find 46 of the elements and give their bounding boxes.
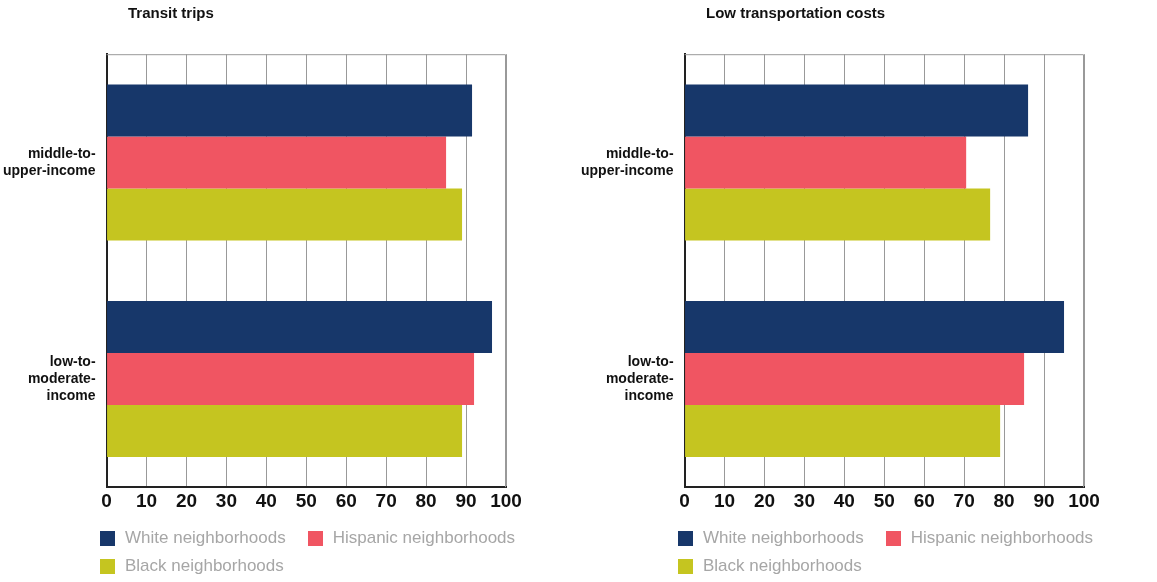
bar (685, 84, 1029, 137)
x-tick-label: 0 (679, 489, 690, 511)
x-tick-label: 90 (455, 489, 477, 511)
bar (685, 352, 1025, 405)
x-tick-label: 30 (215, 489, 237, 511)
x-tick-label: 70 (953, 489, 975, 511)
x-tick-label: 40 (255, 489, 277, 511)
bar (107, 136, 447, 189)
x-tick-label: 40 (833, 489, 855, 511)
x-tick-label: 30 (793, 489, 815, 511)
x-tick-label: 10 (713, 489, 736, 511)
x-tick-label: 60 (913, 489, 935, 511)
y-tick-label: middle-to-upper-income (2, 144, 96, 178)
bar (685, 136, 967, 189)
bar (685, 404, 1001, 457)
x-tick-label: 70 (375, 489, 397, 511)
x-tick-label: 50 (873, 489, 895, 511)
x-tick-label: 0 (101, 489, 112, 511)
legend-label: Black neighborhoods (703, 556, 862, 576)
y-tick-label: low-to-moderate-income (27, 353, 96, 403)
x-tick-label: 100 (490, 489, 522, 511)
y-tick-label: low-to-moderate-income (605, 353, 674, 403)
x-tick-label: 90 (1033, 489, 1055, 511)
legend-label: Hispanic neighborhoods (332, 528, 516, 548)
bar (685, 301, 1065, 353)
bar (107, 352, 475, 405)
x-tick-label: 20 (753, 489, 776, 511)
legend-label: Hispanic neighborhoods (910, 528, 1094, 548)
bar (107, 404, 463, 457)
x-tick-label: 100 (1068, 489, 1100, 511)
chart-title: Low transportation costs (706, 4, 886, 21)
x-tick-label: 60 (335, 489, 357, 511)
legend-label: White neighborhoods (703, 528, 864, 548)
x-tick-label: 80 (415, 489, 437, 511)
bar (685, 188, 991, 241)
bar (107, 188, 463, 241)
chart-title: Transit trips (128, 4, 214, 21)
x-tick-label: 50 (295, 489, 317, 511)
bar (107, 301, 493, 353)
x-tick-label: 20 (175, 489, 198, 511)
legend-label: White neighborhoods (125, 528, 286, 548)
bar (107, 84, 473, 137)
x-tick-label: 10 (135, 489, 158, 511)
legend-label: Black neighborhoods (125, 556, 284, 576)
x-tick-label: 80 (993, 489, 1015, 511)
y-tick-label: middle-to-upper-income (580, 144, 674, 178)
